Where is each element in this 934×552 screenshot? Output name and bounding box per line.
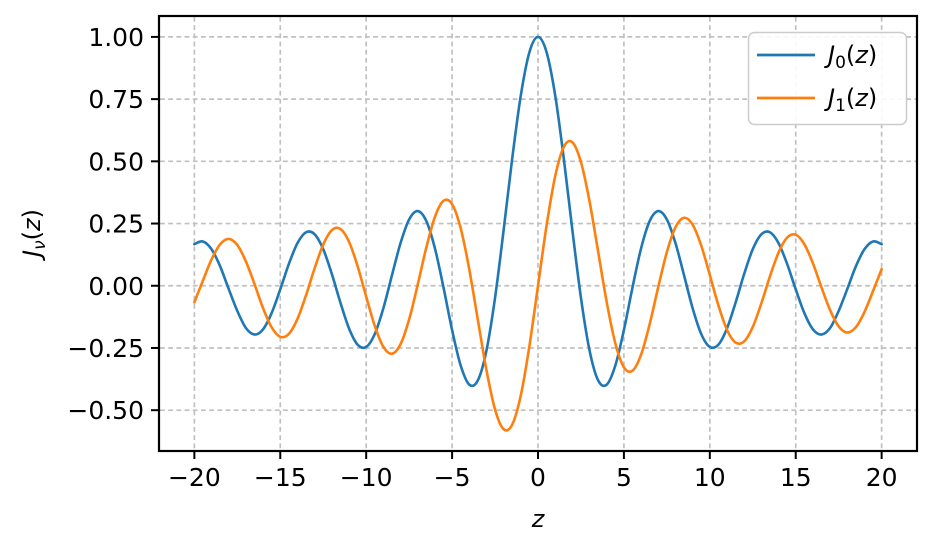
x-tick-label-20: 20 (866, 463, 898, 492)
legend-label-J1: J1(z) (824, 84, 877, 116)
x-tick-label-−10: −10 (340, 463, 393, 492)
curve-J1 (193, 139, 883, 432)
y-tick-label-0.00: 0.00 (88, 272, 144, 301)
x-tick-label-−15: −15 (254, 463, 307, 492)
legend: J0(z) J1(z) (747, 31, 908, 126)
y-tick-label-1.00: 1.00 (88, 23, 144, 52)
x-tick-label-15: 15 (780, 463, 812, 492)
legend-label-J0: J0(z) (824, 41, 877, 73)
y-axis-label: Jν(z) (18, 209, 50, 261)
y-tick-label-0.75: 0.75 (88, 85, 144, 114)
y-tick-label-−0.25: −0.25 (67, 334, 144, 363)
x-tick-label-10: 10 (694, 463, 726, 492)
tick-labels: −20 −15 −10 −5 0 5 10 15 20 1.00 0.75 0.50 0.25 0.00 −… (67, 23, 897, 492)
x-tick-label-0: 0 (530, 463, 546, 492)
x-axis-label: z (531, 505, 546, 533)
y-tick-label-−0.50: −0.50 (67, 396, 144, 425)
y-tick-label-0.50: 0.50 (88, 147, 144, 176)
y-tick-label-0.25: 0.25 (88, 210, 144, 239)
grid-lines (160, 17, 916, 450)
curve-J0 (193, 35, 883, 388)
x-tick-label-5: 5 (616, 463, 632, 492)
axis-ticks (151, 35, 883, 459)
x-tick-label-−5: −5 (434, 463, 471, 492)
x-tick-label-−20: −20 (168, 463, 221, 492)
data-curves (193, 35, 883, 432)
